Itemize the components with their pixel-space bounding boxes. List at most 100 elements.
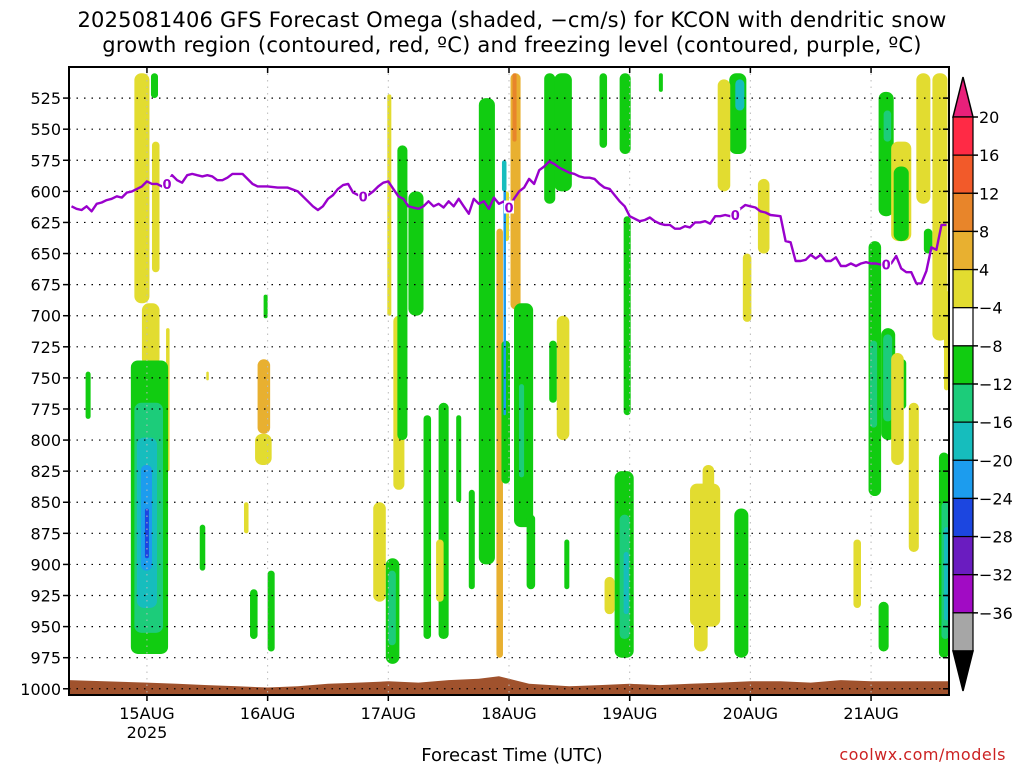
omega-region-74 [883, 110, 892, 142]
omega-region-0 [134, 73, 150, 304]
y-tick-label-975: 975 [30, 649, 61, 668]
omega-region-71 [853, 539, 861, 608]
omega-region-18 [267, 570, 275, 652]
omega-region-36 [501, 160, 507, 192]
colorbar-label-13: −36 [979, 604, 1013, 623]
omega-region-46 [564, 539, 570, 590]
colorbar-swatch-4 [952, 268, 974, 309]
omega-region-77 [916, 73, 931, 204]
omega-region-31 [478, 98, 495, 565]
colorbar-swatch-9 [952, 459, 974, 500]
fzl-label-bg-3 [730, 207, 741, 221]
omega-region-45 [549, 340, 557, 403]
x-tick-label-96: 19AUG [602, 704, 657, 723]
y-tick-label-900: 900 [30, 555, 61, 574]
omega-region-10 [144, 508, 149, 559]
omega-region-2 [141, 303, 160, 366]
omega-region-38 [512, 73, 517, 142]
y-tick-label-825: 825 [30, 462, 61, 481]
colorbar-label-8: −16 [979, 413, 1013, 432]
omega-region-61 [717, 79, 731, 192]
colorbar-label-12: −32 [979, 566, 1013, 585]
fzl-label-bg-0 [162, 176, 173, 190]
y-tick-label-925: 925 [30, 587, 61, 606]
credit-link[interactable]: coolwx.com/models [839, 745, 1006, 764]
fzl-label-bg-4 [881, 257, 892, 271]
omega-region-44 [556, 315, 570, 441]
omega-region-58 [734, 508, 749, 658]
omega-region-24 [397, 145, 408, 441]
omega-region-56 [702, 464, 715, 528]
omega-region-63 [742, 253, 752, 322]
colorbar-swatch-8 [952, 421, 974, 461]
omega-region-41 [526, 514, 536, 590]
y-tick-label-525: 525 [30, 89, 61, 108]
chart-title-line2: growth region (contoured, red, ºC) and f… [102, 33, 922, 57]
y-tick-label-775: 775 [30, 400, 61, 419]
omega-region-42 [544, 73, 556, 204]
fzl-label-1: 0 [359, 190, 368, 205]
omega-region-72 [908, 402, 919, 552]
colorbar-swatch-5 [952, 307, 974, 347]
y-tick-label-750: 750 [30, 369, 61, 388]
colorbar-label-1: 16 [979, 146, 999, 165]
omega-shading-layer [85, 73, 949, 664]
omega-region-69 [891, 353, 904, 465]
omega-region-43 [554, 73, 572, 192]
colorbar-top-arrow [952, 76, 974, 118]
omega-region-13 [257, 359, 271, 434]
chart-title-line1: 2025081406 GFS Forecast Omega (shaded, −… [77, 8, 947, 32]
y-tick-label-600: 600 [30, 182, 61, 201]
omega-region-65 [870, 340, 878, 428]
y-tick-label-850: 850 [30, 493, 61, 512]
omega-region-70 [878, 601, 889, 652]
y-tick-label-650: 650 [30, 245, 61, 264]
colorbar-label-3: 8 [979, 222, 989, 241]
colorbar-label-2: 12 [979, 184, 999, 203]
y-tick-label-950: 950 [30, 618, 61, 637]
y-tick-label-800: 800 [30, 431, 61, 450]
colorbar-swatch-11 [952, 535, 974, 576]
fzl-label-3: 0 [731, 209, 740, 224]
omega-region-30 [468, 489, 475, 590]
omega-region-35 [503, 178, 506, 416]
x-tick-label-120: 20AUG [723, 704, 778, 723]
grid-layer [69, 67, 949, 695]
colorbar-swatch-3 [952, 230, 974, 271]
omega-region-26 [423, 415, 432, 640]
omega-region-79 [932, 73, 948, 341]
colorbar-label-4: 4 [979, 261, 989, 280]
omega-region-19 [373, 502, 386, 602]
omega-region-25 [408, 191, 424, 316]
x-tick-label-0: 15AUG [119, 704, 174, 723]
y-tick-label-875: 875 [30, 524, 61, 543]
omega-region-60 [735, 79, 745, 111]
omega-region-21 [388, 570, 396, 646]
colorbar-swatch-7 [952, 383, 974, 423]
y-tick-label-725: 725 [30, 338, 61, 357]
omega-region-57 [694, 620, 708, 652]
freezing-level-layer: 0 0 0 0 0 [70, 160, 947, 285]
y-tick-label-675: 675 [30, 276, 61, 295]
x-tick-label-144: 21AUG [843, 704, 898, 723]
x-axis-label: Forecast Time (UTC) [421, 745, 603, 766]
colorbar-swatch-1 [952, 154, 974, 194]
omega-region-3 [150, 73, 159, 99]
colorbar-label-9: −20 [979, 451, 1013, 470]
omega-region-22 [387, 94, 392, 316]
x-tick-label-48: 17AUG [361, 704, 416, 723]
x-tick-sublabel-0: 2025 [127, 723, 168, 742]
omega-region-32 [496, 228, 503, 658]
x-tick-label-72: 18AUG [481, 704, 536, 723]
freezing-level-line [70, 160, 947, 285]
omega-region-15 [263, 294, 268, 319]
omega-region-27 [438, 402, 449, 640]
colorbar-swatch-12 [952, 574, 974, 614]
omega-region-11 [199, 524, 206, 571]
omega-region-14 [255, 433, 272, 465]
fzl-label-bg-2 [504, 200, 514, 214]
colorbar-label-0: 20 [979, 108, 999, 127]
omega-region-12 [206, 371, 209, 381]
omega-region-52 [623, 551, 629, 615]
